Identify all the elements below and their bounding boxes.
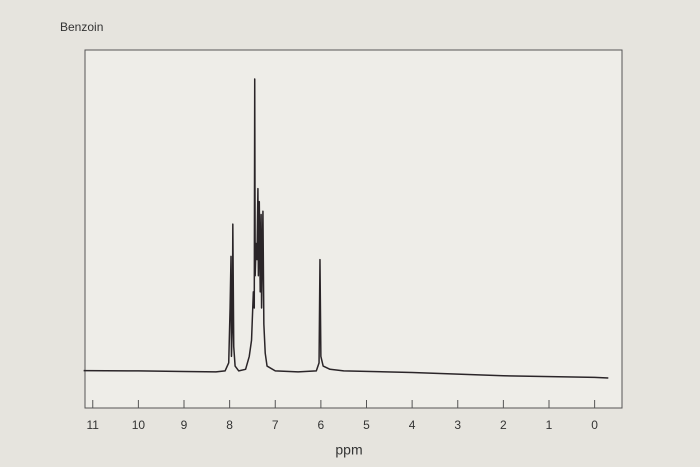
x-tick-label: 5 (363, 418, 370, 432)
x-tick-label: 4 (409, 418, 416, 432)
x-tick-label: 3 (454, 418, 461, 432)
x-tick-label: 1 (546, 418, 553, 432)
x-tick-label: 0 (591, 418, 598, 432)
spectrum-line (83, 78, 609, 379)
x-tick-label: 10 (132, 418, 146, 432)
x-tick-label: 11 (87, 418, 100, 432)
chart-title: Benzoin (60, 20, 103, 34)
x-tick-label: 8 (226, 418, 233, 432)
x-tick-label: 2 (500, 418, 507, 432)
x-tick-label: 9 (181, 418, 188, 432)
plot-frame (84, 49, 623, 409)
x-axis-label: ppm (335, 442, 362, 458)
x-tick-label: 6 (318, 418, 325, 432)
x-tick-label: 7 (272, 418, 279, 432)
